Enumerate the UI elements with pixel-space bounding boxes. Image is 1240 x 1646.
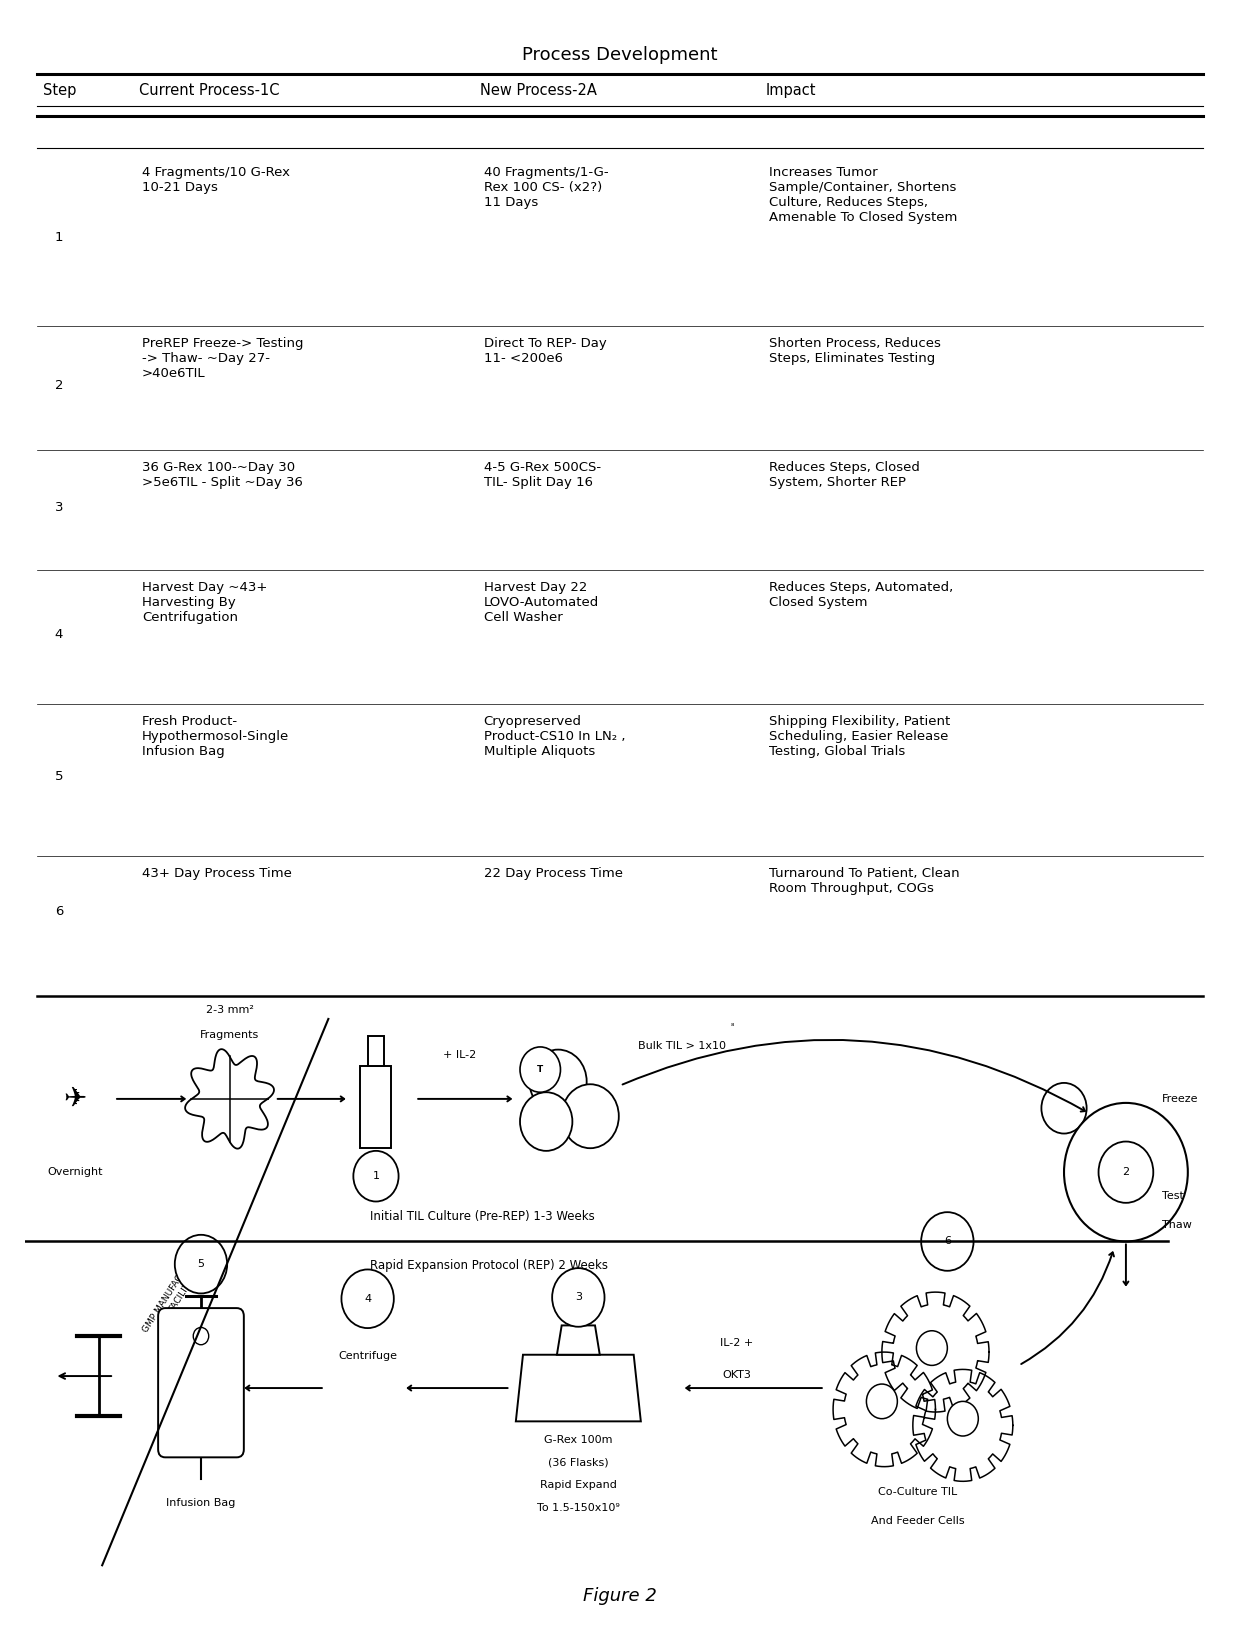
Polygon shape [557,1325,600,1355]
Text: Centrifuge: Centrifuge [339,1351,397,1361]
Text: Figure 2: Figure 2 [583,1587,657,1605]
Circle shape [1099,1142,1153,1203]
Text: Shipping Flexibility, Patient
Scheduling, Easier Release
Testing, Global Trials: Shipping Flexibility, Patient Scheduling… [769,714,950,757]
FancyBboxPatch shape [159,1309,244,1457]
Text: Freeze: Freeze [1162,1095,1198,1104]
Text: 36 G-Rex 100-~Day 30
>5e6TIL - Split ~Day 36: 36 G-Rex 100-~Day 30 >5e6TIL - Split ~Da… [143,461,303,489]
Text: 6: 6 [944,1236,951,1246]
Text: Co-Culture TIL: Co-Culture TIL [878,1486,957,1496]
Text: Increases Tumor
Sample/Container, Shortens
Culture, Reduces Steps,
Amenable To C: Increases Tumor Sample/Container, Shorte… [769,166,957,224]
Text: PreREP Freeze-> Testing
-> Thaw- ~Day 27-
>40e6TIL: PreREP Freeze-> Testing -> Thaw- ~Day 27… [143,337,304,380]
Circle shape [1042,1083,1086,1134]
Circle shape [529,1050,587,1114]
Circle shape [353,1151,398,1202]
Bar [361,1065,392,1149]
Circle shape [867,1384,898,1419]
Circle shape [916,1330,947,1366]
Text: Infusion Bag: Infusion Bag [166,1498,236,1508]
Text: ✈: ✈ [63,1085,87,1113]
Text: Current Process-1C: Current Process-1C [139,84,279,99]
Text: 2: 2 [55,379,63,392]
Text: To 1.5-150x10⁹: To 1.5-150x10⁹ [537,1503,620,1513]
Text: Reduces Steps, Automated,
Closed System: Reduces Steps, Automated, Closed System [769,581,954,609]
Text: Cryopreserved
Product-CS10 In LN₂ ,
Multiple Aliquots: Cryopreserved Product-CS10 In LN₂ , Mult… [484,714,625,757]
Text: Test: Test [1162,1192,1183,1202]
Text: Impact: Impact [766,84,816,99]
Circle shape [520,1093,573,1151]
Text: Initial TIL Culture (Pre-REP) 1-3 Weeks: Initial TIL Culture (Pre-REP) 1-3 Weeks [370,1210,595,1223]
Text: Thaw: Thaw [1162,1220,1192,1231]
Text: New Process-2A: New Process-2A [480,84,596,99]
Text: Rapid Expansion Protocol (REP) 2 Weeks: Rapid Expansion Protocol (REP) 2 Weeks [370,1259,608,1272]
Text: T: T [537,1065,543,1075]
Text: 2-3 mm²: 2-3 mm² [206,1004,253,1014]
Text: Process Development: Process Development [522,46,718,64]
Text: 3: 3 [575,1292,582,1302]
Text: ⁸: ⁸ [730,1022,734,1032]
Text: 5: 5 [55,770,63,783]
Text: Fresh Product-
Hypothermosol-Single
Infusion Bag: Fresh Product- Hypothermosol-Single Infu… [143,714,289,757]
Text: Turnaround To Patient, Clean
Room Throughput, COGs: Turnaround To Patient, Clean Room Throug… [769,867,960,895]
Text: 22 Day Process Time: 22 Day Process Time [484,867,622,879]
Text: Shorten Process, Reduces
Steps, Eliminates Testing: Shorten Process, Reduces Steps, Eliminat… [769,337,941,365]
Text: 40 Fragments/1-G-
Rex 100 CS- (x2?)
11 Days: 40 Fragments/1-G- Rex 100 CS- (x2?) 11 D… [484,166,609,209]
Text: Harvest Day ~43+
Harvesting By
Centrifugation: Harvest Day ~43+ Harvesting By Centrifug… [143,581,268,624]
Text: 5: 5 [197,1259,205,1269]
Text: G-Rex 100m: G-Rex 100m [544,1435,613,1445]
Text: 4-5 G-Rex 500CS-
TIL- Split Day 16: 4-5 G-Rex 500CS- TIL- Split Day 16 [484,461,600,489]
Text: Overnight: Overnight [47,1167,103,1177]
Text: OKT3: OKT3 [722,1369,751,1379]
Circle shape [947,1401,978,1435]
Circle shape [341,1269,394,1328]
Circle shape [175,1234,227,1294]
Text: Direct To REP- Day
11- <200e6: Direct To REP- Day 11- <200e6 [484,337,606,365]
Circle shape [562,1085,619,1149]
Text: 3: 3 [55,500,63,514]
Text: 4: 4 [55,627,63,640]
Circle shape [193,1327,208,1345]
Text: (36 Flasks): (36 Flasks) [548,1457,609,1467]
Text: 6: 6 [55,905,63,917]
Text: 2: 2 [1122,1167,1130,1177]
Text: 1: 1 [55,230,63,244]
Text: Reduces Steps, Closed
System, Shorter REP: Reduces Steps, Closed System, Shorter RE… [769,461,920,489]
Polygon shape [516,1355,641,1422]
Circle shape [921,1211,973,1271]
Circle shape [1064,1103,1188,1241]
Text: 43+ Day Process Time: 43+ Day Process Time [143,867,291,879]
Text: Fragments: Fragments [200,1030,259,1040]
Circle shape [520,1047,560,1093]
Text: 1: 1 [372,1172,379,1182]
Text: Bulk TIL > 1x10: Bulk TIL > 1x10 [637,1040,725,1050]
Text: IL-2 +: IL-2 + [720,1338,753,1348]
Text: 4: 4 [365,1294,371,1304]
Text: Rapid Expand: Rapid Expand [539,1480,616,1490]
Bar [368,1037,383,1065]
Text: And Feeder Cells: And Feeder Cells [870,1516,965,1526]
Text: + IL-2: + IL-2 [443,1050,476,1060]
Text: GMP MANUFACTURING
FACILITY: GMP MANUFACTURING FACILITY [141,1244,213,1340]
Text: 4 Fragments/10 G-Rex
10-21 Days: 4 Fragments/10 G-Rex 10-21 Days [143,166,290,194]
Text: Step: Step [43,84,77,99]
Text: Harvest Day 22
LOVO-Automated
Cell Washer: Harvest Day 22 LOVO-Automated Cell Washe… [484,581,599,624]
Circle shape [552,1267,605,1327]
